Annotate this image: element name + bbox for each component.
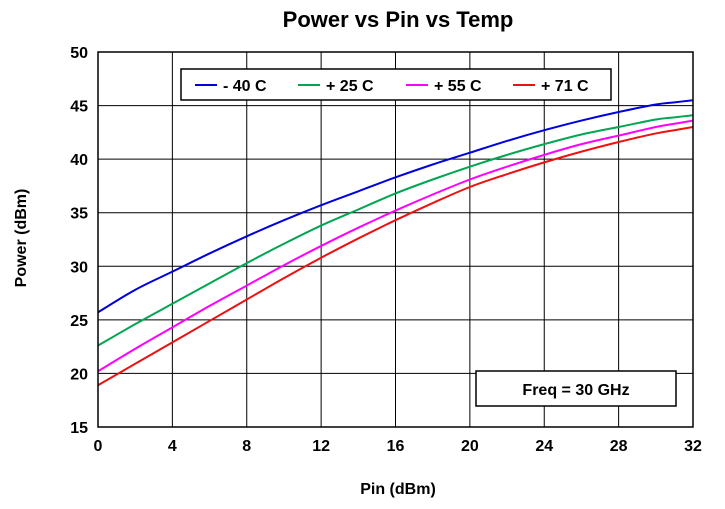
y-tick-label: 40 [70,152,88,169]
x-tick-label: 4 [168,438,177,455]
plot-border [97,51,694,428]
series-lines [97,99,694,387]
legend-label: - 40 C [223,78,267,95]
x-tick-label: 32 [684,438,702,455]
y-tick-label: 50 [70,45,88,62]
y-tick-label: 45 [70,99,88,116]
legend-box [180,68,612,101]
x-axis-label: Pin (dBm) [360,481,436,498]
series-line [97,99,694,314]
tick-labels: 0 4 8 12 16 20 24 28 32 15 20 25 30 35 40 45 50 [70,45,702,455]
x-tick-label: 12 [312,438,330,455]
annotation: Freq = 30 GHz [475,370,677,407]
x-tick-label: 28 [610,438,628,455]
series-line [97,126,694,387]
x-tick-label: 20 [461,438,479,455]
legend-label: + 55 C [434,78,482,95]
x-tick-label: 8 [242,438,251,455]
y-tick-label: 20 [70,366,88,383]
y-tick-label: 15 [70,420,88,437]
x-tick-label: 16 [387,438,405,455]
legend-label: + 25 C [326,78,374,95]
y-tick-label: 30 [70,259,88,276]
series-line [97,114,694,347]
x-tick-label: 24 [535,438,553,455]
x-tick-label: 0 [94,438,103,455]
annotation-text: Freq = 30 GHz [522,382,629,399]
chart-title: Power vs Pin vs Temp [283,7,514,32]
y-axis-label: Power (dBm) [13,189,30,288]
annotation-box [475,370,677,407]
series-line [97,119,694,373]
legend-label: + 71 C [541,78,589,95]
y-tick-label: 25 [70,313,88,330]
legend: - 40 C + 25 C + 55 C + 71 C [180,68,612,101]
y-tick-label: 35 [70,206,88,223]
